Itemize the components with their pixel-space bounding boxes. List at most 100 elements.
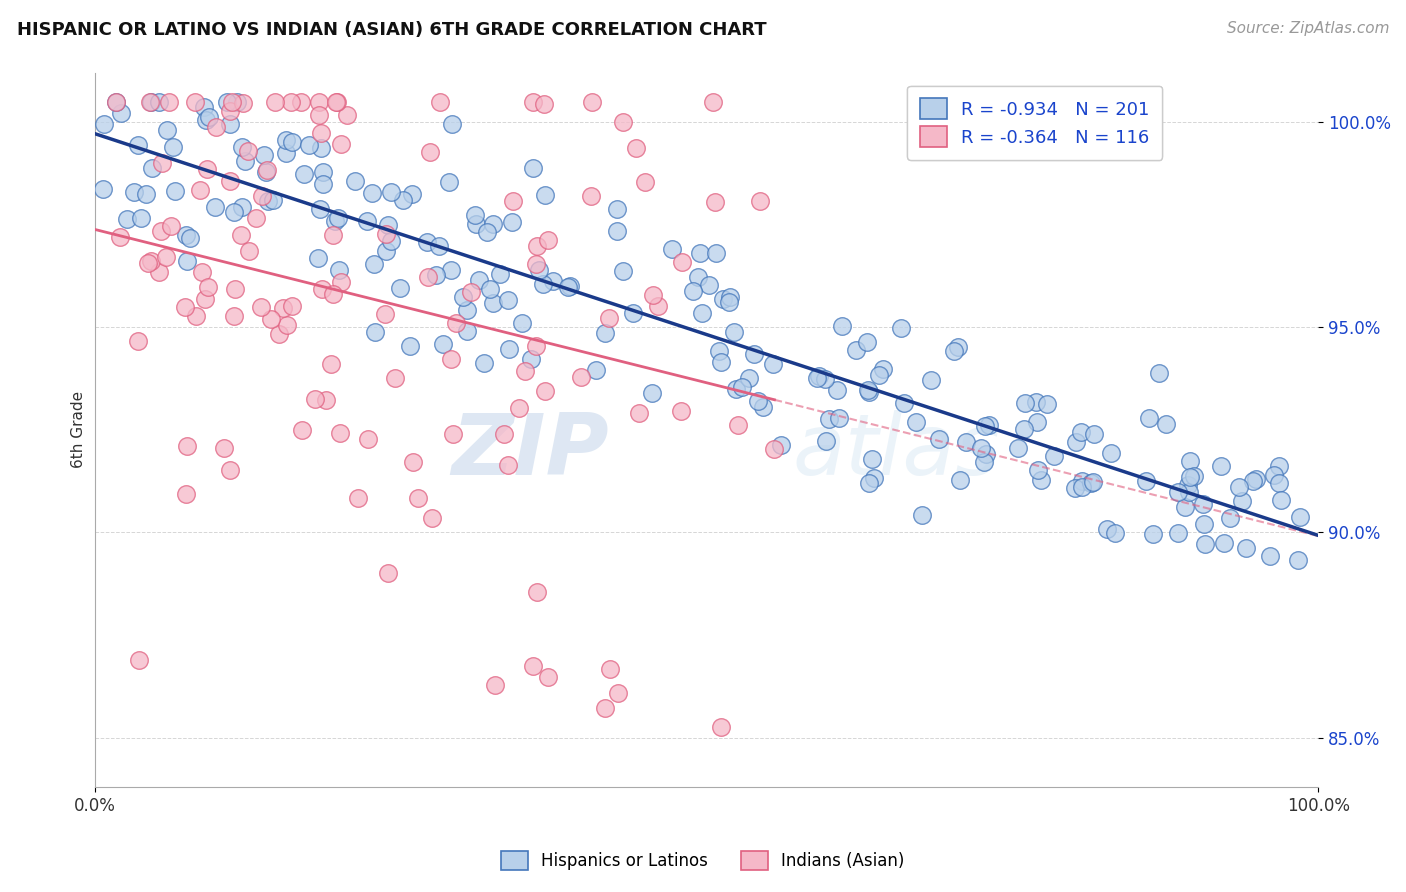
Point bbox=[129, 211, 152, 225]
Point bbox=[806, 371, 828, 385]
Point bbox=[606, 202, 628, 216]
Point bbox=[460, 285, 482, 299]
Point bbox=[612, 115, 634, 129]
Point bbox=[1167, 484, 1189, 499]
Point bbox=[231, 140, 253, 154]
Point bbox=[312, 165, 335, 179]
Point bbox=[321, 357, 343, 371]
Point bbox=[533, 97, 555, 112]
Point bbox=[1080, 476, 1102, 491]
Point bbox=[267, 326, 290, 341]
Point bbox=[322, 286, 344, 301]
Point bbox=[731, 380, 754, 394]
Point bbox=[955, 434, 977, 449]
Point bbox=[475, 226, 498, 240]
Point bbox=[408, 491, 430, 505]
Point bbox=[326, 95, 349, 109]
Point bbox=[595, 701, 617, 715]
Text: HISPANIC OR LATINO VS INDIAN (ASIAN) 6TH GRADE CORRELATION CHART: HISPANIC OR LATINO VS INDIAN (ASIAN) 6TH… bbox=[17, 21, 766, 39]
Point bbox=[468, 272, 491, 286]
Point bbox=[231, 200, 253, 214]
Point bbox=[747, 393, 769, 408]
Point bbox=[245, 211, 267, 225]
Point bbox=[162, 139, 184, 153]
Point bbox=[671, 255, 693, 269]
Point bbox=[236, 145, 259, 159]
Point bbox=[724, 382, 747, 396]
Point bbox=[336, 108, 359, 122]
Point bbox=[688, 269, 710, 284]
Point bbox=[581, 189, 603, 203]
Point bbox=[612, 264, 634, 278]
Point bbox=[641, 386, 664, 401]
Point bbox=[1167, 526, 1189, 541]
Point bbox=[845, 343, 868, 357]
Point bbox=[224, 204, 246, 219]
Point bbox=[259, 312, 281, 326]
Point bbox=[93, 117, 115, 131]
Point bbox=[465, 217, 488, 231]
Point bbox=[481, 217, 503, 231]
Point bbox=[325, 95, 347, 109]
Point bbox=[860, 451, 883, 466]
Point bbox=[224, 283, 246, 297]
Point bbox=[633, 175, 655, 189]
Point bbox=[689, 245, 711, 260]
Point bbox=[148, 95, 170, 109]
Point bbox=[569, 370, 592, 384]
Point bbox=[1234, 541, 1257, 555]
Point bbox=[256, 194, 278, 208]
Point bbox=[717, 295, 740, 310]
Point bbox=[890, 320, 912, 334]
Point bbox=[290, 95, 312, 109]
Point bbox=[1177, 478, 1199, 492]
Point bbox=[627, 406, 650, 420]
Point bbox=[429, 95, 451, 109]
Point bbox=[494, 426, 516, 441]
Point bbox=[1042, 450, 1064, 464]
Point bbox=[425, 268, 447, 283]
Point bbox=[179, 230, 201, 244]
Point bbox=[1267, 476, 1289, 491]
Point bbox=[197, 280, 219, 294]
Point bbox=[524, 339, 547, 353]
Point bbox=[607, 686, 630, 700]
Point bbox=[304, 392, 326, 407]
Point bbox=[193, 100, 215, 114]
Point bbox=[174, 228, 197, 243]
Point bbox=[893, 396, 915, 410]
Point bbox=[330, 275, 353, 289]
Point bbox=[256, 162, 278, 177]
Point bbox=[501, 214, 523, 228]
Point bbox=[558, 279, 581, 293]
Point bbox=[920, 373, 942, 387]
Point bbox=[174, 487, 197, 501]
Point bbox=[105, 95, 128, 109]
Point bbox=[727, 417, 749, 432]
Point bbox=[250, 301, 273, 315]
Point bbox=[1099, 445, 1122, 459]
Point bbox=[307, 251, 329, 265]
Point bbox=[1063, 481, 1085, 495]
Point bbox=[974, 419, 997, 434]
Point bbox=[815, 434, 838, 448]
Point bbox=[970, 441, 993, 455]
Point bbox=[911, 508, 934, 522]
Point bbox=[384, 371, 406, 385]
Point bbox=[977, 417, 1000, 432]
Point bbox=[176, 253, 198, 268]
Point bbox=[661, 242, 683, 256]
Point bbox=[856, 383, 879, 397]
Point bbox=[1286, 553, 1309, 567]
Point bbox=[973, 455, 995, 469]
Point bbox=[1025, 395, 1047, 409]
Point bbox=[1154, 417, 1177, 432]
Point bbox=[742, 347, 765, 361]
Point bbox=[606, 224, 628, 238]
Point bbox=[444, 316, 467, 330]
Point bbox=[522, 659, 544, 673]
Point bbox=[127, 334, 149, 348]
Point bbox=[323, 213, 346, 227]
Point bbox=[105, 95, 128, 109]
Point bbox=[308, 107, 330, 121]
